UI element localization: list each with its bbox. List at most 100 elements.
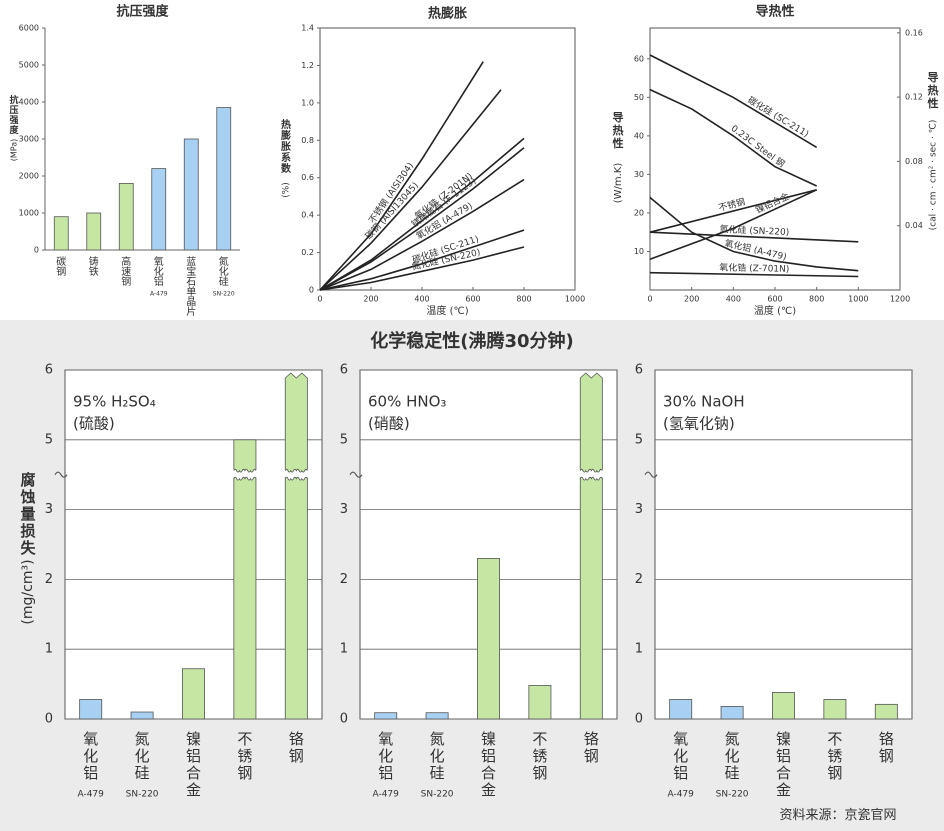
x-sub-label: SN-220 — [126, 790, 159, 800]
bar — [216, 107, 232, 251]
x-tick-label: 氮化硅 — [430, 730, 445, 782]
y-axis-label: 导热性 — [613, 111, 624, 150]
x-tick-label: 1000 — [565, 295, 585, 304]
line — [649, 189, 817, 233]
y-tick-label: 3 — [45, 502, 53, 517]
annotation: 95% H₂SO₄ — [73, 393, 156, 411]
x-tick-label: 不锈钢 — [827, 730, 842, 782]
x-tick-label: 铬钢 — [289, 730, 304, 765]
x-tick-label: 镍铝合金 — [481, 730, 496, 799]
y-tick-label: 0 — [34, 246, 39, 255]
y-tick-label: 2 — [340, 572, 348, 587]
y-tick-label: 0 — [309, 286, 314, 295]
annotation: 30% NaOH — [663, 393, 745, 411]
y-tick-label: 0.4 — [301, 211, 314, 220]
y-tick-label: 0.2 — [301, 248, 314, 257]
bar — [374, 712, 398, 720]
x-tick-label: 不锈钢 — [237, 730, 252, 782]
chart-title: 导热性 — [755, 4, 794, 20]
y-axis-unit: (MPa) — [10, 139, 19, 162]
series-label: 氧化锆 (Z-701N) — [719, 261, 789, 274]
x-axis-label: 温度 (℃) — [426, 304, 468, 317]
x-tick-label: 200 — [684, 295, 699, 304]
y-axis-unit: (%) — [282, 182, 292, 198]
y-tick-label: 1000 — [19, 209, 39, 218]
x-tick-label: 铬钢 — [584, 730, 599, 765]
y2-tick-label: 0.04 — [905, 221, 923, 230]
bar-break-edge — [233, 476, 257, 481]
bar — [720, 706, 744, 720]
bar — [823, 699, 847, 720]
x-tick-label: 不锈钢 — [532, 730, 547, 782]
bar — [130, 711, 154, 720]
x-tick-label: 200 — [363, 295, 378, 304]
x-tick-label: 碳钢 — [56, 255, 66, 278]
x-tick-label: 600 — [465, 295, 480, 304]
bar-break-edge — [233, 468, 257, 473]
annotation: (氢氧化钠) — [663, 415, 735, 433]
chart-title: 抗压强度 — [116, 4, 169, 20]
y-tick-label: 0.8 — [301, 136, 314, 145]
x-sub-label: SN-220 — [421, 790, 454, 800]
y-axis-unit: (W/m.K) — [613, 163, 624, 204]
annotation: 60% HNO₃ — [368, 393, 446, 411]
x-tick-label: 氮化硅 — [219, 255, 229, 288]
x-tick-label: 400 — [726, 295, 741, 304]
axis-break — [54, 471, 68, 478]
bar — [118, 182, 134, 251]
y-tick-label: 1.0 — [301, 98, 314, 107]
x-tick-label: 800 — [809, 295, 824, 304]
bar — [874, 703, 898, 720]
bar — [151, 168, 167, 251]
y-tick-label: 1 — [45, 642, 53, 657]
x-tick-label: 镍铝合金 — [186, 730, 201, 799]
y-tick-label: 3 — [340, 502, 348, 517]
x-sub-label: A-479 — [373, 790, 400, 800]
y-tick-label: 2000 — [19, 172, 39, 181]
x-sub-label: SN-220 — [213, 291, 235, 298]
line — [649, 189, 818, 260]
x-axis-label: 温度 (℃) — [754, 304, 796, 317]
bar-break-edge — [284, 468, 308, 473]
x-tick-label: 氮化硅 — [725, 730, 740, 782]
series-label: 氮化硅 (SN-220) — [719, 223, 789, 238]
y-tick-label: 5 — [340, 432, 348, 447]
y2-tick-label: 0.12 — [905, 93, 923, 102]
y-tick-label: 3000 — [19, 135, 39, 144]
bar — [425, 712, 449, 720]
y-tick-label: 0 — [635, 712, 643, 727]
x-tick-label: 蓝宝石单晶片 — [186, 256, 196, 318]
y-tick-label: 0 — [45, 712, 53, 727]
x-tick-label: 0 — [647, 295, 652, 304]
line — [319, 147, 525, 291]
x-sub-label: SN-220 — [716, 790, 749, 800]
bar — [669, 699, 693, 720]
y-axis-label: 抗压强度 — [9, 94, 19, 136]
y-tick-label: 2 — [45, 572, 53, 587]
axis-break — [644, 471, 658, 478]
y-tick-label: 4000 — [19, 98, 39, 107]
x-sub-label: A-479 — [668, 790, 695, 800]
y-tick-label: 40 — [634, 131, 644, 140]
x-tick-label: 氧化铝 — [673, 730, 688, 782]
x-tick-label: 0 — [317, 295, 322, 304]
y-tick-label: 20 — [634, 208, 644, 217]
y-tick-label: 3 — [635, 502, 643, 517]
y2-tick-label: 0.08 — [905, 157, 923, 166]
x-tick-label: 铸铁 — [89, 255, 99, 278]
bar — [79, 699, 103, 720]
x-tick-label: 600 — [767, 295, 782, 304]
plot-area — [64, 369, 323, 720]
bar — [528, 685, 552, 720]
source: 资料来源：京瓷官网 — [779, 807, 896, 822]
y-tick-label: 30 — [634, 170, 644, 179]
y-tick-label: 6 — [45, 363, 53, 378]
bar — [183, 138, 199, 251]
x-tick-label: 氧化铝 — [378, 730, 393, 782]
y-tick-label: 6 — [340, 363, 348, 378]
x-tick-label: 400 — [414, 295, 429, 304]
bar-break-edge — [579, 476, 603, 481]
y-tick-label: 5 — [635, 432, 643, 447]
y-tick-label: 2 — [635, 572, 643, 587]
